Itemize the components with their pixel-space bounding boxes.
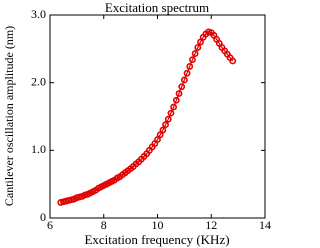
data-point	[180, 76, 188, 84]
data-point	[229, 57, 237, 65]
data-point	[189, 56, 196, 64]
x-tick-label: 12	[205, 218, 217, 232]
x-tick-label: 10	[152, 218, 164, 232]
data-point	[164, 115, 172, 123]
data-point	[154, 136, 161, 143]
x-tick-label: 6	[47, 218, 53, 232]
data-point	[178, 83, 186, 91]
chart: Excitation spectrum Excitation frequency…	[2, 0, 271, 247]
y-tick-label: 1.0	[31, 142, 46, 156]
y-tick-label: 3.0	[31, 7, 46, 21]
data-point	[159, 126, 167, 134]
data-point	[186, 63, 194, 70]
chart-title: Excitation spectrum	[105, 0, 209, 15]
data-point	[172, 96, 180, 104]
x-tick-label: 14	[259, 218, 271, 232]
plot-frame	[49, 14, 266, 219]
y-tick-label: 2.0	[31, 74, 46, 88]
data-point	[167, 109, 175, 117]
x-axis-label: Excitation frequency (KHz)	[84, 232, 229, 247]
x-tick-label: 8	[101, 218, 107, 232]
data-point	[183, 69, 191, 77]
data-point	[156, 131, 164, 139]
data-point	[194, 44, 202, 51]
y-axis-label: Cantilever oscillation amplitude (nm)	[2, 26, 16, 206]
data-point	[197, 38, 204, 46]
data-point	[170, 103, 178, 111]
y-tick-label: 0	[40, 210, 46, 224]
data-point	[162, 121, 169, 129]
data-point	[175, 90, 183, 97]
data-point	[191, 50, 199, 57]
data-line	[60, 31, 234, 204]
